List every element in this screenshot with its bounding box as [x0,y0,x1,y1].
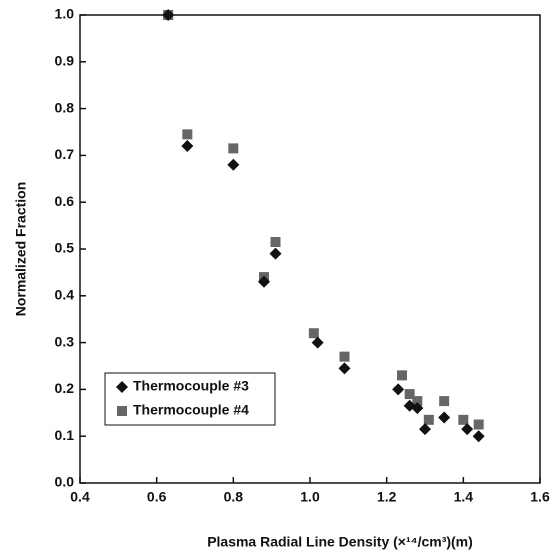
diamond-marker [227,158,240,171]
diamond-marker [461,423,474,436]
legend-label: Thermocouple #4 [133,402,249,418]
diamond-marker [116,381,128,393]
x-tick-label: 1.4 [454,489,474,505]
x-tick-label: 1.2 [377,489,397,505]
y-tick-label: 1.0 [55,6,75,22]
x-tick-label: 0.6 [147,489,167,505]
square-marker [458,414,469,425]
diamond-marker [419,423,431,436]
x-tick-label: 0.8 [224,489,244,505]
y-tick-label: 0.1 [55,427,75,443]
square-marker [412,396,423,407]
x-tick-label: 1.0 [300,489,320,505]
x-axis-label: Plasma Radial Line Density (×¹⁴/cm³)(m) [207,534,473,550]
y-tick-label: 0.2 [55,380,75,396]
diamond-marker [338,362,351,375]
square-marker [404,389,415,400]
diamond-marker [438,411,451,424]
diamond-marker [258,275,270,288]
y-tick-label: 0.7 [55,146,75,162]
legend-box [104,372,276,426]
x-tick-label: 1.6 [530,489,550,505]
y-tick-label: 0.4 [55,287,75,303]
square-marker [397,370,407,381]
x-tick-label: 0.4 [70,489,90,505]
square-marker [423,414,434,425]
square-marker [439,396,450,407]
y-tick-label: 0.9 [55,53,75,69]
diamond-marker [472,430,485,443]
y-axis-label: Normalized Fraction [13,182,29,317]
y-tick-label: 0.8 [55,99,75,115]
diamond-marker [269,247,282,260]
square-marker [308,328,319,339]
legend-label: Thermocouple #3 [133,378,249,394]
diamond-marker [411,402,424,415]
diamond-marker [311,336,324,349]
square-marker [228,143,239,154]
y-tick-label: 0.5 [55,240,75,256]
diamond-marker [181,140,194,153]
y-tick-label: 0.3 [55,333,75,349]
square-marker [182,129,193,140]
square-marker [339,351,350,362]
square-marker [270,236,281,247]
square-marker [117,406,127,416]
diamond-marker [392,383,405,396]
diamond-marker [162,9,175,21]
square-marker [473,419,484,430]
y-tick-label: 0.6 [55,193,75,209]
y-tick-label: 0.0 [55,474,75,490]
